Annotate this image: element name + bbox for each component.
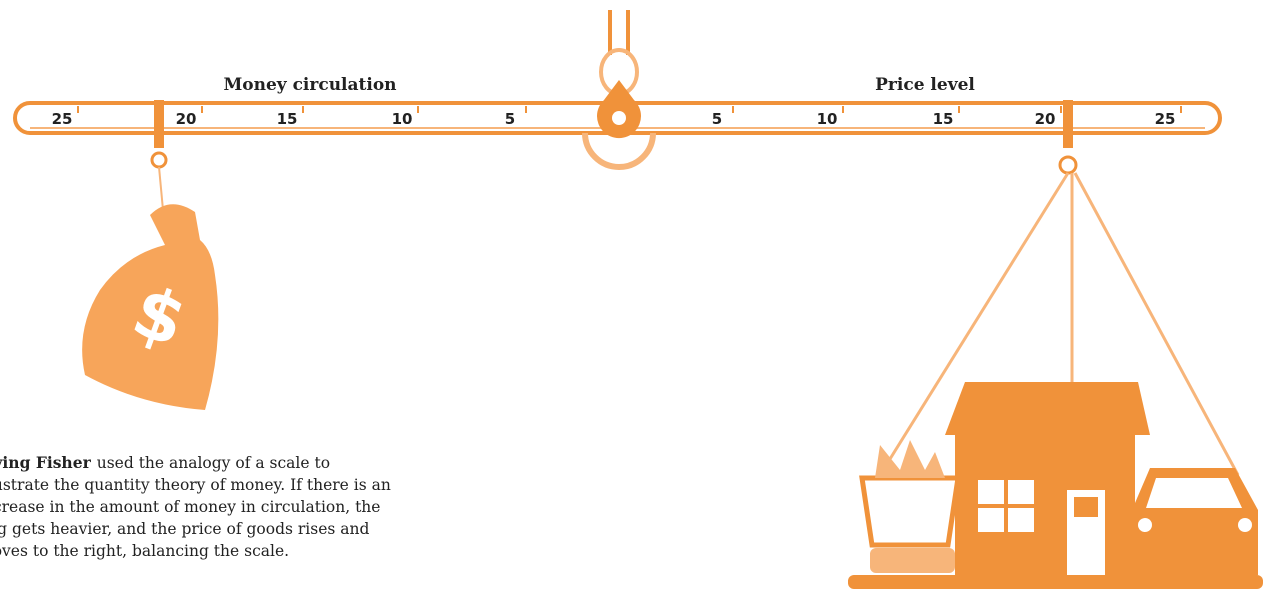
pivot-hole	[612, 111, 626, 125]
scale-number: 10	[817, 110, 838, 128]
caption-line: bag gets heavier, and the price of goods…	[0, 520, 369, 538]
scale-number: 15	[933, 110, 954, 128]
scale-number: 20	[1035, 110, 1056, 128]
caption-line: increase in the amount of money in circu…	[0, 498, 380, 516]
scale-number: 20	[176, 110, 197, 128]
scale-number: 25	[1155, 110, 1176, 128]
left-title: Money circulation	[223, 75, 396, 95]
pivot-base	[585, 133, 653, 167]
caption-line: used the analogy of a scale to	[97, 454, 330, 472]
caption-line: illustrate the quantity theory of money.…	[0, 476, 391, 494]
scale-number: 25	[52, 110, 73, 128]
scale-number: 5	[505, 110, 515, 128]
money-bag: $	[82, 100, 218, 410]
goods	[848, 100, 1263, 589]
caption-bold: Irving Fisher	[0, 453, 91, 472]
scale-number: 15	[277, 110, 298, 128]
scale-number: 5	[712, 110, 722, 128]
pivot	[597, 80, 641, 138]
page: Money circulation Price level 25 20 15 10 5 5…	[0, 0, 1273, 597]
right-title: Price level	[875, 75, 975, 95]
caption-line: moves to the right, balancing the scale.	[0, 542, 289, 560]
caption: Irving Fisher used the analogy of a scale…	[0, 452, 478, 562]
scale-number: 10	[392, 110, 413, 128]
